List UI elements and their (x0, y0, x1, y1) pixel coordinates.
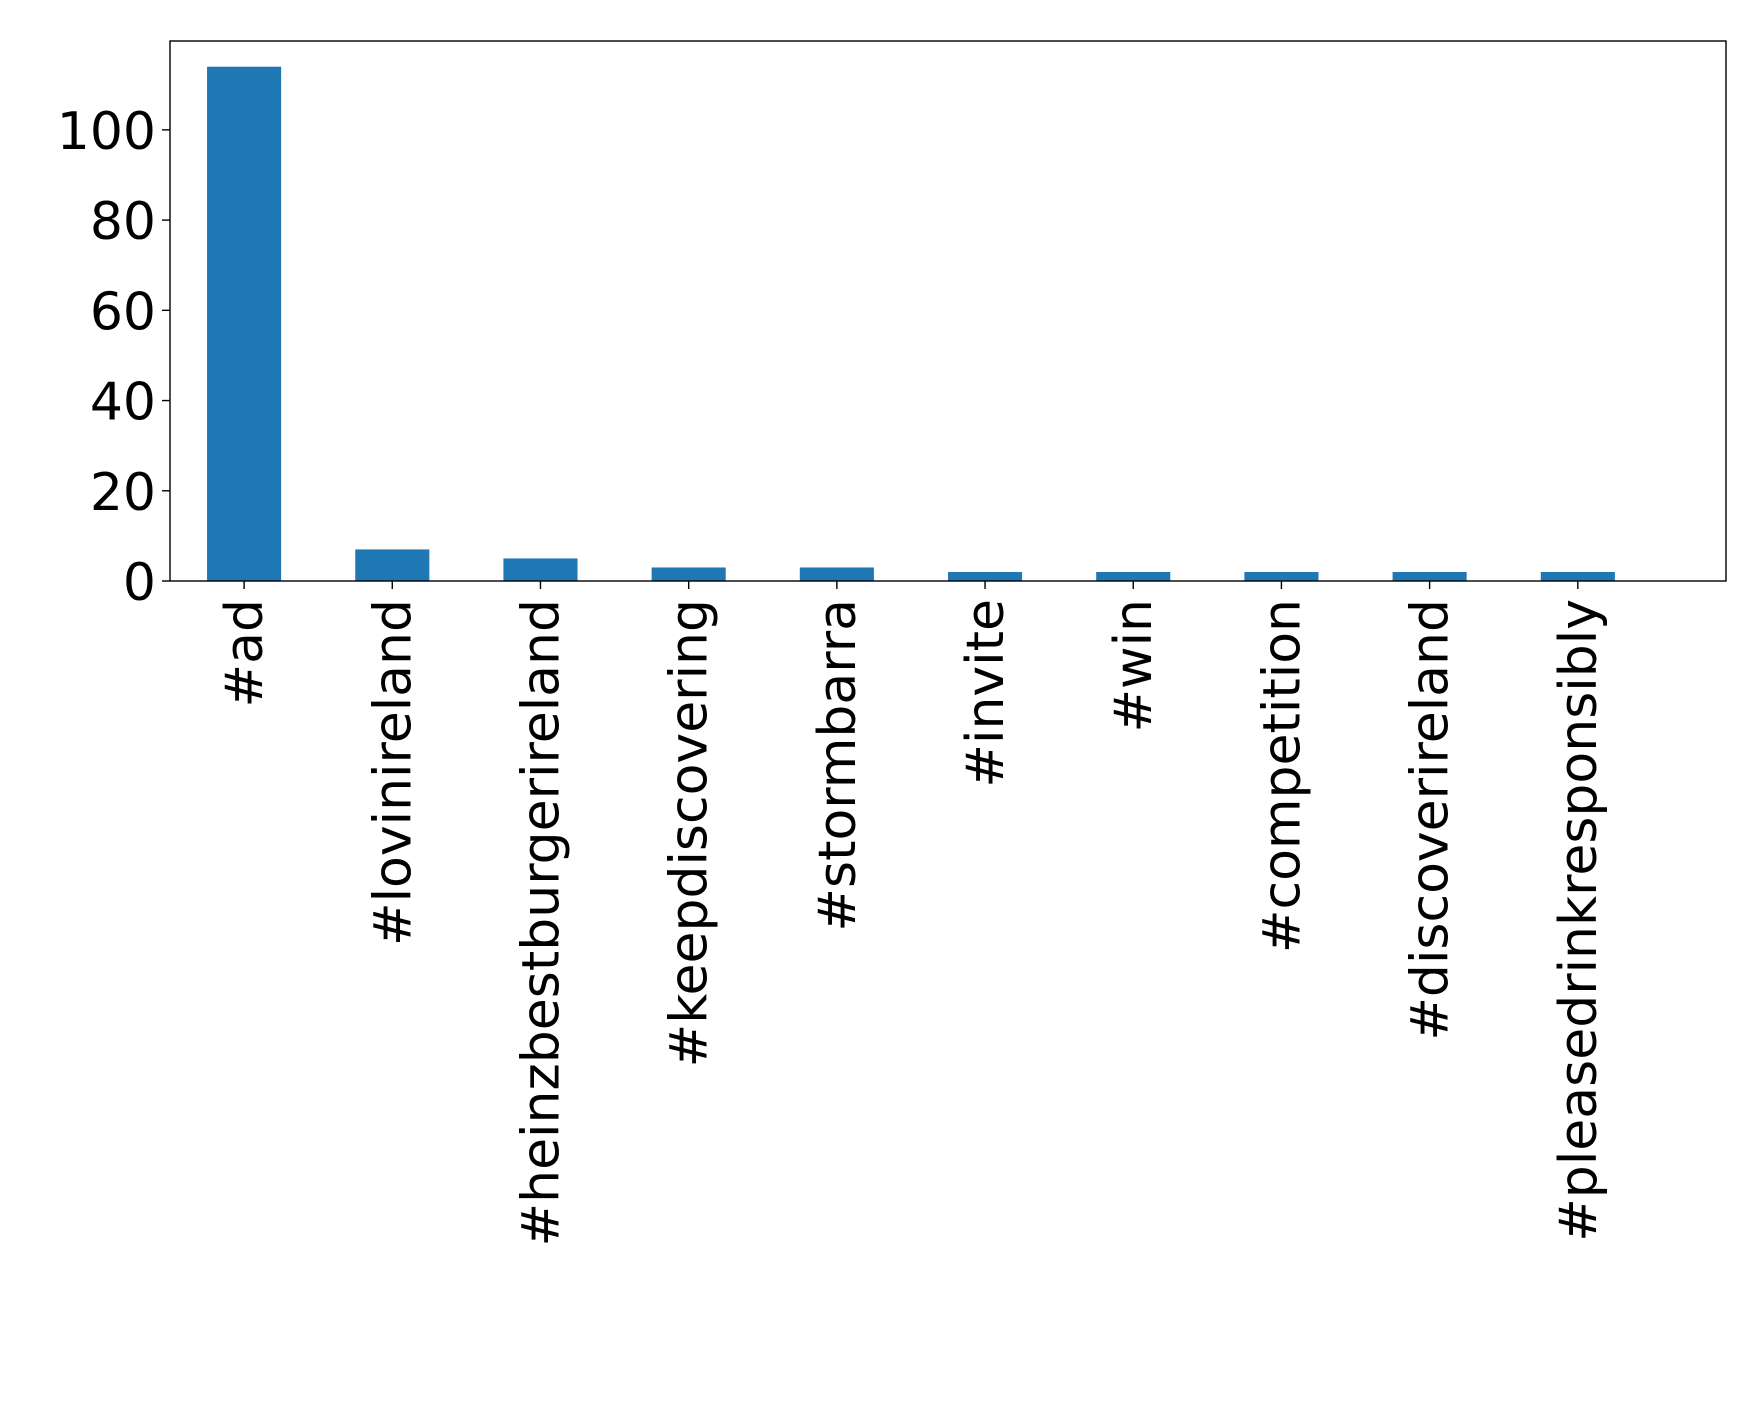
y-tick-label: 100 (57, 102, 156, 162)
y-tick-label: 20 (90, 463, 156, 523)
bar-stormbarra (799, 567, 874, 581)
y-tick-label: 80 (90, 192, 156, 252)
bars-layer (207, 66, 1615, 581)
y-tick-label: 40 (90, 373, 156, 433)
x-tick-label: #invite (956, 599, 1016, 788)
x-tick-label: #heinzbestburgerireland (511, 599, 571, 1246)
y-tick-label: 60 (90, 282, 156, 342)
bar-competition (1244, 571, 1319, 581)
x-tick-label: #win (1104, 599, 1164, 733)
x-tick-label: #stormbarra (808, 599, 868, 932)
bar-keepdiscovering (651, 567, 726, 581)
bar-win (1096, 571, 1171, 581)
bar-invite (948, 571, 1023, 581)
x-tick-label: #discoverireland (1401, 599, 1461, 1041)
bar-pleasedrinkresponsibly (1540, 571, 1615, 581)
x-tick-label: #lovinireland (363, 599, 423, 946)
bar-heinzbestburgerireland (503, 558, 578, 581)
bar-ad (207, 66, 282, 581)
x-tick-label: #keepdiscovering (660, 599, 720, 1067)
x-tick-label: #ad (215, 599, 275, 707)
x-tick-label: #pleasedrinkresponsibly (1549, 599, 1609, 1242)
plot-frame (169, 40, 1727, 582)
y-tick-label: 0 (123, 553, 156, 613)
bar-discoverireland (1392, 571, 1467, 581)
y-ticks-layer: 0 20 40 60 80 100 (57, 102, 170, 613)
x-tick-label: #competition (1252, 599, 1312, 953)
bar-lovinireland (355, 549, 430, 581)
x-ticks-layer: #ad #lovinireland #heinzbestburgerireland #… (215, 581, 1609, 1246)
